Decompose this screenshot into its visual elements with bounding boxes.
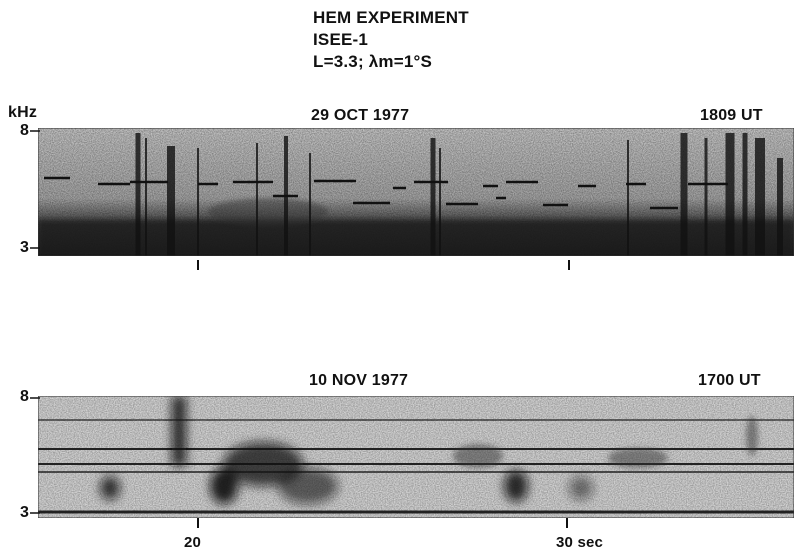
bottom-panel-time: 1700 UT [698, 372, 761, 389]
location-params: L=3.3; λm=1°S [313, 52, 433, 71]
y-axis-unit-label: kHz [8, 104, 38, 121]
x-axis-label-20: 20 [184, 534, 202, 551]
bottom-y-axis [30, 397, 40, 514]
satellite-name: ISEE-1 [313, 30, 369, 49]
top-panel-time: 1809 UT [700, 107, 763, 124]
bottom-panel-date: 10 NOV 1977 [309, 372, 409, 389]
top-spectrogram [38, 128, 794, 256]
top-y-tick-3: 3 [20, 239, 30, 256]
experiment-title: HEM EXPERIMENT [313, 8, 469, 27]
bottom-y-tick-3: 3 [20, 504, 30, 521]
bottom-y-tick-8: 8 [20, 388, 30, 405]
bottom-x-tick-marks [197, 518, 568, 528]
top-y-tick-8: 8 [20, 122, 30, 139]
top-y-axis [30, 130, 40, 249]
top-panel-date: 29 OCT 1977 [311, 107, 410, 124]
x-axis-label-30-sec: 30 sec [556, 534, 604, 551]
bottom-spectrogram [38, 396, 794, 518]
top-x-tick-marks [197, 260, 570, 270]
